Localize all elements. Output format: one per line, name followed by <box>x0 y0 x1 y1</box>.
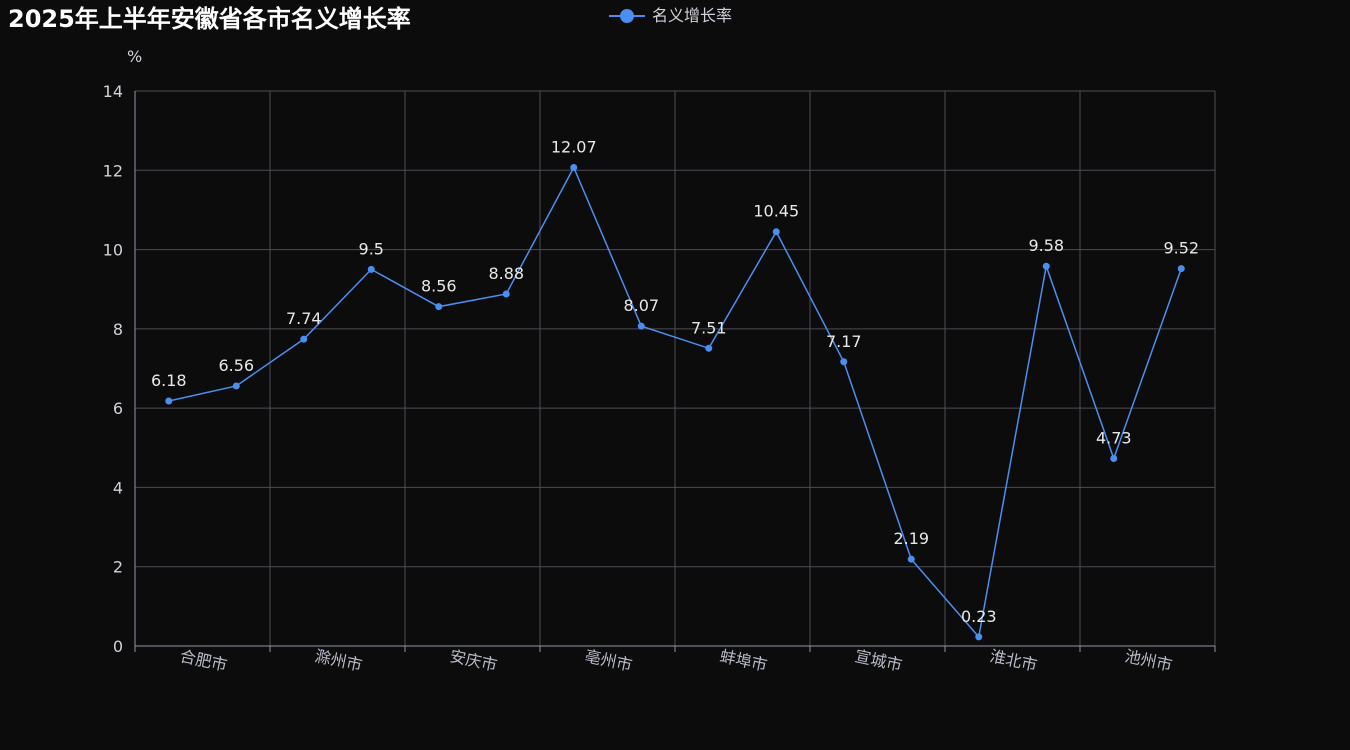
x-category-label: 池州市 <box>1123 646 1174 675</box>
data-point[interactable] <box>975 633 983 641</box>
data-label: 4.73 <box>1096 428 1132 447</box>
data-label: 9.5 <box>359 239 384 258</box>
data-point[interactable] <box>502 290 510 298</box>
y-tick-label: 0 <box>113 637 123 656</box>
data-point[interactable] <box>165 397 173 405</box>
data-label: 7.17 <box>826 332 862 351</box>
data-label: 6.18 <box>151 371 187 390</box>
data-point[interactable] <box>705 344 713 352</box>
x-category-label: 蚌埠市 <box>718 646 769 675</box>
data-point[interactable] <box>300 335 308 343</box>
data-point[interactable] <box>637 322 645 330</box>
data-label: 7.51 <box>691 318 727 337</box>
y-tick-label: 10 <box>103 241 123 260</box>
y-tick-label: 6 <box>113 399 123 418</box>
grid <box>135 90 1216 646</box>
y-axis-label: % <box>127 47 142 66</box>
data-point[interactable] <box>1042 262 1050 270</box>
data-point[interactable] <box>772 228 780 236</box>
data-point[interactable] <box>1177 265 1185 273</box>
data-labels: 6.18 6.56 7.74 9.5 8.56 8.88 12.07 8.07 7.51 10.4… <box>151 138 1199 626</box>
y-tick-label: 14 <box>103 82 123 101</box>
legend-marker <box>620 9 634 23</box>
data-point[interactable] <box>367 265 375 273</box>
data-label: 8.56 <box>421 277 457 296</box>
data-label: 10.45 <box>753 202 799 221</box>
y-tick-label: 8 <box>113 320 123 339</box>
data-point[interactable] <box>232 382 240 390</box>
data-point[interactable] <box>1110 454 1118 462</box>
data-label: 12.07 <box>551 138 597 157</box>
data-label: 0.23 <box>961 607 997 626</box>
x-ticks: 合肥市 滁州市 安庆市 亳州市 蚌埠市 宣城市 淮北市 池州市 <box>134 646 1216 675</box>
data-label: 9.52 <box>1163 239 1199 258</box>
data-label: 6.56 <box>218 356 254 375</box>
x-category-label: 亳州市 <box>583 646 634 675</box>
data-label: 2.19 <box>893 529 929 548</box>
x-category-label: 合肥市 <box>178 646 229 675</box>
data-point[interactable] <box>570 164 578 172</box>
x-category-label: 淮北市 <box>988 646 1039 675</box>
x-category-label: 滁州市 <box>313 646 364 675</box>
data-point[interactable] <box>840 358 848 366</box>
series-line <box>168 165 1182 639</box>
data-label: 8.88 <box>488 264 524 283</box>
chart-title: 2025年上半年安徽省各市名义增长率 <box>8 5 411 33</box>
data-label: 9.58 <box>1028 236 1064 255</box>
y-tick-label: 4 <box>113 478 123 497</box>
y-tick-label: 2 <box>113 558 123 577</box>
y-ticks: 0 2 4 6 8 10 12 14 <box>103 82 123 656</box>
data-label: 7.74 <box>286 309 322 328</box>
x-category-label: 宣城市 <box>853 646 904 675</box>
data-point[interactable] <box>435 303 443 311</box>
legend-label: 名义增长率 <box>652 6 732 25</box>
legend[interactable]: 名义增长率 <box>609 6 732 25</box>
data-point[interactable] <box>907 555 915 563</box>
x-category-label: 安庆市 <box>448 646 499 675</box>
y-tick-label: 12 <box>103 161 123 180</box>
data-label: 8.07 <box>623 296 659 315</box>
series-line-group <box>165 164 1185 641</box>
